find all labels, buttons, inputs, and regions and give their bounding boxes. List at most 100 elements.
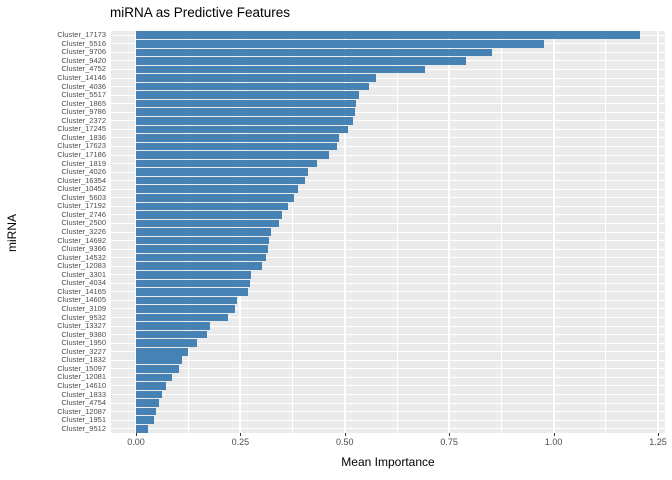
bar [136,399,159,407]
bar [136,48,493,57]
bar [136,108,355,117]
y-tick-label: Cluster_10452 [57,184,106,194]
x-tick-label: 1.25 [649,437,667,447]
y-tick-label: Cluster_4752 [61,64,106,74]
x-axis-title: Mean Importance [341,455,435,469]
y-tick-label: Cluster_14605 [57,295,106,305]
y-tick-label: Cluster_17173 [57,30,106,40]
bar [136,99,357,108]
y-gridline [111,376,665,378]
bar [136,270,252,279]
y-tick-label: Cluster_17192 [57,201,106,211]
y-gridline [111,180,665,182]
bar [136,65,425,74]
y-tick-label: Cluster_5517 [61,90,106,100]
x-axis-labels: 0.00 0.25 0.50 0.75 1.00 1.25 [0,437,672,449]
bar [136,330,207,339]
bar [136,40,544,48]
y-tick-label: Cluster_9420 [61,55,106,65]
x-minor-gridline [605,31,607,433]
y-tick-label: Cluster_4034 [61,278,106,288]
y-tick-label: Cluster_1832 [61,355,106,365]
y-tick-label: Cluster_2746 [61,209,106,219]
bar [136,236,270,245]
bar [136,416,154,424]
y-tick-label: Cluster_17186 [57,150,106,160]
y-tick-label: Cluster_1836 [61,132,106,142]
y-gridline [111,325,665,327]
y-gridline [111,334,665,336]
y-tick-label: Cluster_17623 [57,141,106,151]
x-tick-label: 0.50 [336,437,354,447]
y-tick-label: Cluster_9380 [61,329,106,339]
x-major-gridline [657,31,659,433]
bar [136,117,353,125]
y-gridline [111,197,665,199]
chart-title: miRNA as Predictive Features [110,5,291,20]
bar [136,365,180,373]
bar [136,185,299,194]
y-tick-label: Cluster_15097 [57,363,106,373]
x-major-gridline [343,31,346,433]
y-tick-label: Cluster_3301 [61,269,106,279]
y-tick-label: Cluster_14165 [57,286,106,296]
bar [136,373,172,382]
y-gridline [111,188,665,190]
x-minor-gridline [396,31,398,433]
y-gridline [111,299,665,301]
y-gridline [111,163,665,165]
bar [136,74,377,82]
y-gridline [111,214,665,216]
y-tick-label: Cluster_1950 [61,338,106,348]
y-tick-label: Cluster_3109 [61,303,106,313]
x-minor-gridline [292,31,294,433]
x-tick-label: 0.75 [440,437,458,447]
y-gridline [111,77,665,79]
y-gridline [111,402,665,404]
y-tick-label: Cluster_14610 [57,380,106,390]
bar [136,305,235,313]
y-tick-label: Cluster_1833 [61,389,106,399]
y-tick-label: Cluster_3227 [61,346,106,356]
y-tick-label: Cluster_5516 [61,38,106,48]
y-gridline [111,103,665,105]
y-tick-label: Cluster_1865 [61,98,106,108]
y-gridline [111,359,665,361]
y-gridline [111,154,665,156]
bar [136,176,306,185]
bar [136,347,188,356]
y-gridline [111,111,665,113]
x-tick-mark [553,433,555,436]
y-gridline [111,308,665,310]
y-gridline [111,128,665,130]
bar [136,390,162,399]
x-major-gridline [448,31,451,433]
bar [136,31,641,40]
y-gridline [111,137,665,139]
bar [136,424,149,433]
bar [136,125,348,134]
y-gridline [111,274,665,276]
bar [136,296,237,305]
x-major-gridline [552,31,555,433]
y-gridline [111,257,665,259]
bar [136,151,330,159]
y-gridline [111,171,665,173]
y-gridline [111,240,665,242]
x-tick-label: 1.00 [544,437,563,447]
y-tick-label: Cluster_5603 [61,192,106,202]
bar [136,159,317,168]
y-gridline [111,120,665,122]
y-tick-label: Cluster_9532 [61,312,106,322]
bar [136,245,268,253]
y-tick-label: Cluster_1951 [61,415,106,425]
y-tick-label: Cluster_14146 [57,73,106,83]
bar [136,219,279,228]
y-tick-label: Cluster_4026 [61,167,106,177]
y-tick-label: Cluster_9512 [61,423,106,433]
y-gridline [111,368,665,370]
x-tick-label: 0.00 [127,437,145,447]
x-tick-mark [449,433,451,436]
y-gridline [111,342,665,344]
bar [136,134,340,142]
